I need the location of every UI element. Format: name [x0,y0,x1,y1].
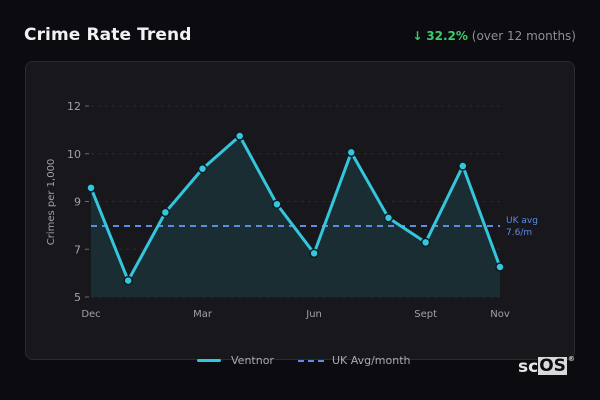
data-point[interactable] [234,131,245,141]
logo-boxed: OS [538,356,567,376]
y-axis-label: Crimes per 1,000 [46,159,57,246]
down-arrow-icon: ↓ [412,29,423,43]
uk-avg-annotation: UK avg [506,216,538,226]
area-fill [91,136,500,297]
trend-delta: ↓ 32.2% (over 12 months) [412,29,576,43]
data-point[interactable] [458,161,468,171]
data-point[interactable] [309,248,319,259]
y-tick-label: 10 [67,148,81,161]
legend-label-uk-avg: UK Avg/month [331,354,411,367]
y-tick-label: 9 [74,196,81,209]
data-point[interactable] [383,213,394,223]
data-point[interactable] [123,275,133,286]
x-tick-label: Dec [81,309,100,320]
page-title: Crime Rate Trend [24,25,192,45]
y-tick-label: 12 [67,100,81,113]
data-point[interactable] [272,199,282,209]
dashed-line-swatch-icon [297,359,324,362]
y-tick-label: 5 [74,291,81,304]
scos-logo: sc OS ® [518,355,575,377]
data-point[interactable] [420,237,431,248]
chart-legend: Ventnor UK Avg/month [197,354,435,367]
solid-line-swatch-icon [197,359,221,362]
delta-period: (over 12 months) [471,29,576,43]
x-tick-label: Jun [305,309,322,320]
legend-item-ventnor[interactable]: Ventnor [197,354,274,367]
registered-mark-icon: ® [567,355,575,363]
x-tick-label: Sept [414,309,437,320]
x-tick-label: Mar [193,309,213,320]
x-tick-label: Nov [490,309,510,320]
data-point[interactable] [197,164,208,174]
uk-avg-annotation-value: 7.6/m [506,228,532,238]
legend-item-uk-avg[interactable]: UK Avg/month [297,354,411,367]
data-point[interactable] [495,262,505,272]
legend-label-ventnor: Ventnor [231,354,274,367]
data-point[interactable] [346,147,357,158]
delta-value: 32.2% [426,29,468,43]
ventnor-line [89,134,502,283]
data-point[interactable] [160,207,171,218]
chart-card [25,61,575,360]
logo-prefix: sc [518,357,539,377]
data-point[interactable] [86,183,96,193]
y-tick-label: 7 [74,243,81,256]
